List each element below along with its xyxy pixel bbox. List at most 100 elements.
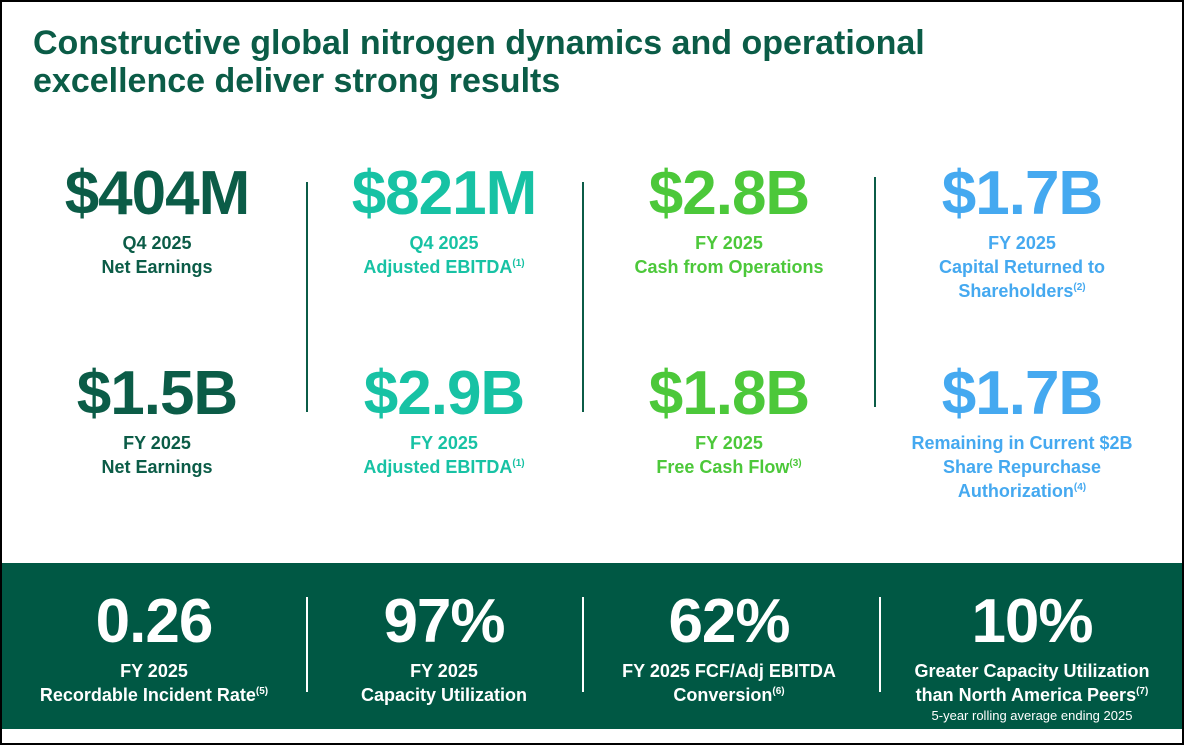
label-note: 5-year rolling average ending 2025 [931, 708, 1133, 723]
label-line: Free Cash Flow(3) [579, 455, 879, 479]
label-line: FY 2025 [294, 659, 594, 683]
metric: $821M Q4 2025 Adjusted EBITDA(1) [294, 163, 594, 279]
metric-label: FY 2025 Recordable Incident Rate(5) [4, 659, 304, 707]
label-line: Conversion(6) [579, 683, 879, 707]
metric-value: $1.7B [941, 159, 1103, 228]
metric: $1.7B Remaining in Current $2B Share Repur… [872, 363, 1172, 503]
label-text: than North America Peers [915, 685, 1137, 705]
metric-label: Q4 2025 Net Earnings [7, 231, 307, 279]
metric-value: 62% [668, 587, 790, 656]
label-line: Share Repurchase [872, 455, 1172, 479]
footnote-ref: (4) [1073, 482, 1087, 493]
label-text: FY 2025 [120, 661, 188, 681]
metric: $2.8B FY 2025 Cash from Operations [579, 163, 879, 279]
label-line: than North America Peers(7) [882, 683, 1182, 707]
label-text: Adjusted EBITDA [363, 457, 513, 477]
label-line: Q4 2025 [294, 231, 594, 255]
label-line: Cash from Operations [579, 255, 879, 279]
label-text: FY 2025 [123, 433, 191, 453]
divider [874, 177, 876, 407]
label-line: FY 2025 [872, 231, 1172, 255]
metric-value: 97% [383, 587, 505, 656]
metric-value: $1.7B [941, 359, 1103, 428]
metric-label: FY 2025 Free Cash Flow(3) [579, 431, 879, 479]
label-text: Authorization [957, 481, 1074, 501]
label-line: Authorization(4) [872, 479, 1172, 503]
label-text: Shareholders [958, 281, 1074, 301]
metric-label: Greater Capacity Utilization than North A… [882, 659, 1182, 707]
metric-value: $1.8B [648, 359, 810, 428]
label-line: FY 2025 [4, 659, 304, 683]
metric-label: FY 2025 Capacity Utilization [294, 659, 594, 707]
label-text: Q4 2025 [122, 233, 192, 253]
label-line: Adjusted EBITDA(1) [294, 455, 594, 479]
footnote-ref: (6) [772, 686, 785, 697]
label-line: FY 2025 [294, 431, 594, 455]
metric-value: 0.26 [95, 587, 214, 656]
footnote-ref: (1) [512, 258, 525, 269]
label-text: Net Earnings [101, 257, 213, 277]
metric: 0.26 FY 2025 Recordable Incident Rate(5) [4, 591, 304, 707]
slide-title: Constructive global nitrogen dynamics an… [33, 24, 925, 100]
metric: $2.9B FY 2025 Adjusted EBITDA(1) [294, 363, 594, 479]
label-text: Share Repurchase [942, 457, 1102, 477]
divider [306, 597, 308, 692]
divider [582, 597, 584, 692]
metric: $1.5B FY 2025 Net Earnings [7, 363, 307, 479]
label-line: FY 2025 [7, 431, 307, 455]
label-text: FY 2025 [410, 661, 478, 681]
label-text: Remaining in Current $2B [911, 433, 1133, 453]
label-line: Capital Returned to [872, 255, 1172, 279]
divider [879, 597, 881, 692]
label-text: FY 2025 [695, 433, 763, 453]
label-line: Net Earnings [7, 455, 307, 479]
label-line: Capacity Utilization [294, 683, 594, 707]
metric: $1.8B FY 2025 Free Cash Flow(3) [579, 363, 879, 479]
metric-value: $1.5B [76, 359, 238, 428]
label-text: Free Cash Flow [656, 457, 790, 477]
metric-label: Remaining in Current $2B Share Repurchase… [872, 431, 1172, 503]
label-line: FY 2025 FCF/Adj EBITDA [579, 659, 879, 683]
metric: $1.7B FY 2025 Capital Returned to Sharehold… [872, 163, 1172, 303]
label-text: Adjusted EBITDA [363, 257, 513, 277]
metric: 62% FY 2025 FCF/Adj EBITDA Conversion(6) [579, 591, 879, 707]
label-line: Net Earnings [7, 255, 307, 279]
footnote-ref: (3) [789, 458, 802, 469]
label-text: FY 2025 [695, 233, 763, 253]
label-text: Q4 2025 [409, 233, 479, 253]
metric-value: $404M [64, 159, 251, 228]
divider [306, 182, 308, 412]
label-text: FY 2025 [410, 433, 478, 453]
label-text: Net Earnings [101, 457, 213, 477]
footnote-ref: (7) [1136, 686, 1149, 697]
metric-label: FY 2025 Net Earnings [7, 431, 307, 479]
metric-value: $2.8B [648, 159, 810, 228]
metric: $404M Q4 2025 Net Earnings [7, 163, 307, 279]
footnote-ref: (1) [512, 458, 525, 469]
label-text: Greater Capacity Utilization [914, 661, 1150, 681]
label-line: Adjusted EBITDA(1) [294, 255, 594, 279]
label-line: Greater Capacity Utilization [882, 659, 1182, 683]
metric-value: 10% [971, 587, 1093, 656]
metric-label: FY 2025 Adjusted EBITDA(1) [294, 431, 594, 479]
label-text: Conversion [673, 685, 773, 705]
metric: 10% Greater Capacity Utilization than Nort… [882, 591, 1182, 725]
kpi-band [2, 563, 1182, 729]
label-line: FY 2025 [579, 231, 879, 255]
footnote-ref: (5) [255, 686, 269, 697]
label-line: Q4 2025 [7, 231, 307, 255]
label-text: Recordable Incident Rate [39, 685, 256, 705]
label-text: FY 2025 FCF/Adj EBITDA [622, 661, 836, 681]
label-text: Cash from Operations [634, 257, 824, 277]
metric-value: $821M [351, 159, 538, 228]
label-line: Remaining in Current $2B [872, 431, 1172, 455]
label-text: Capital Returned to [938, 257, 1105, 277]
metric: 97% FY 2025 Capacity Utilization [294, 591, 594, 707]
metric-value: $2.9B [363, 359, 525, 428]
label-line: FY 2025 [579, 431, 879, 455]
metric-label: FY 2025 Capital Returned to Shareholders(2… [872, 231, 1172, 303]
footnote-ref: (2) [1073, 282, 1086, 293]
label-text: Capacity Utilization [360, 685, 528, 705]
metric-label: FY 2025 Cash from Operations [579, 231, 879, 279]
